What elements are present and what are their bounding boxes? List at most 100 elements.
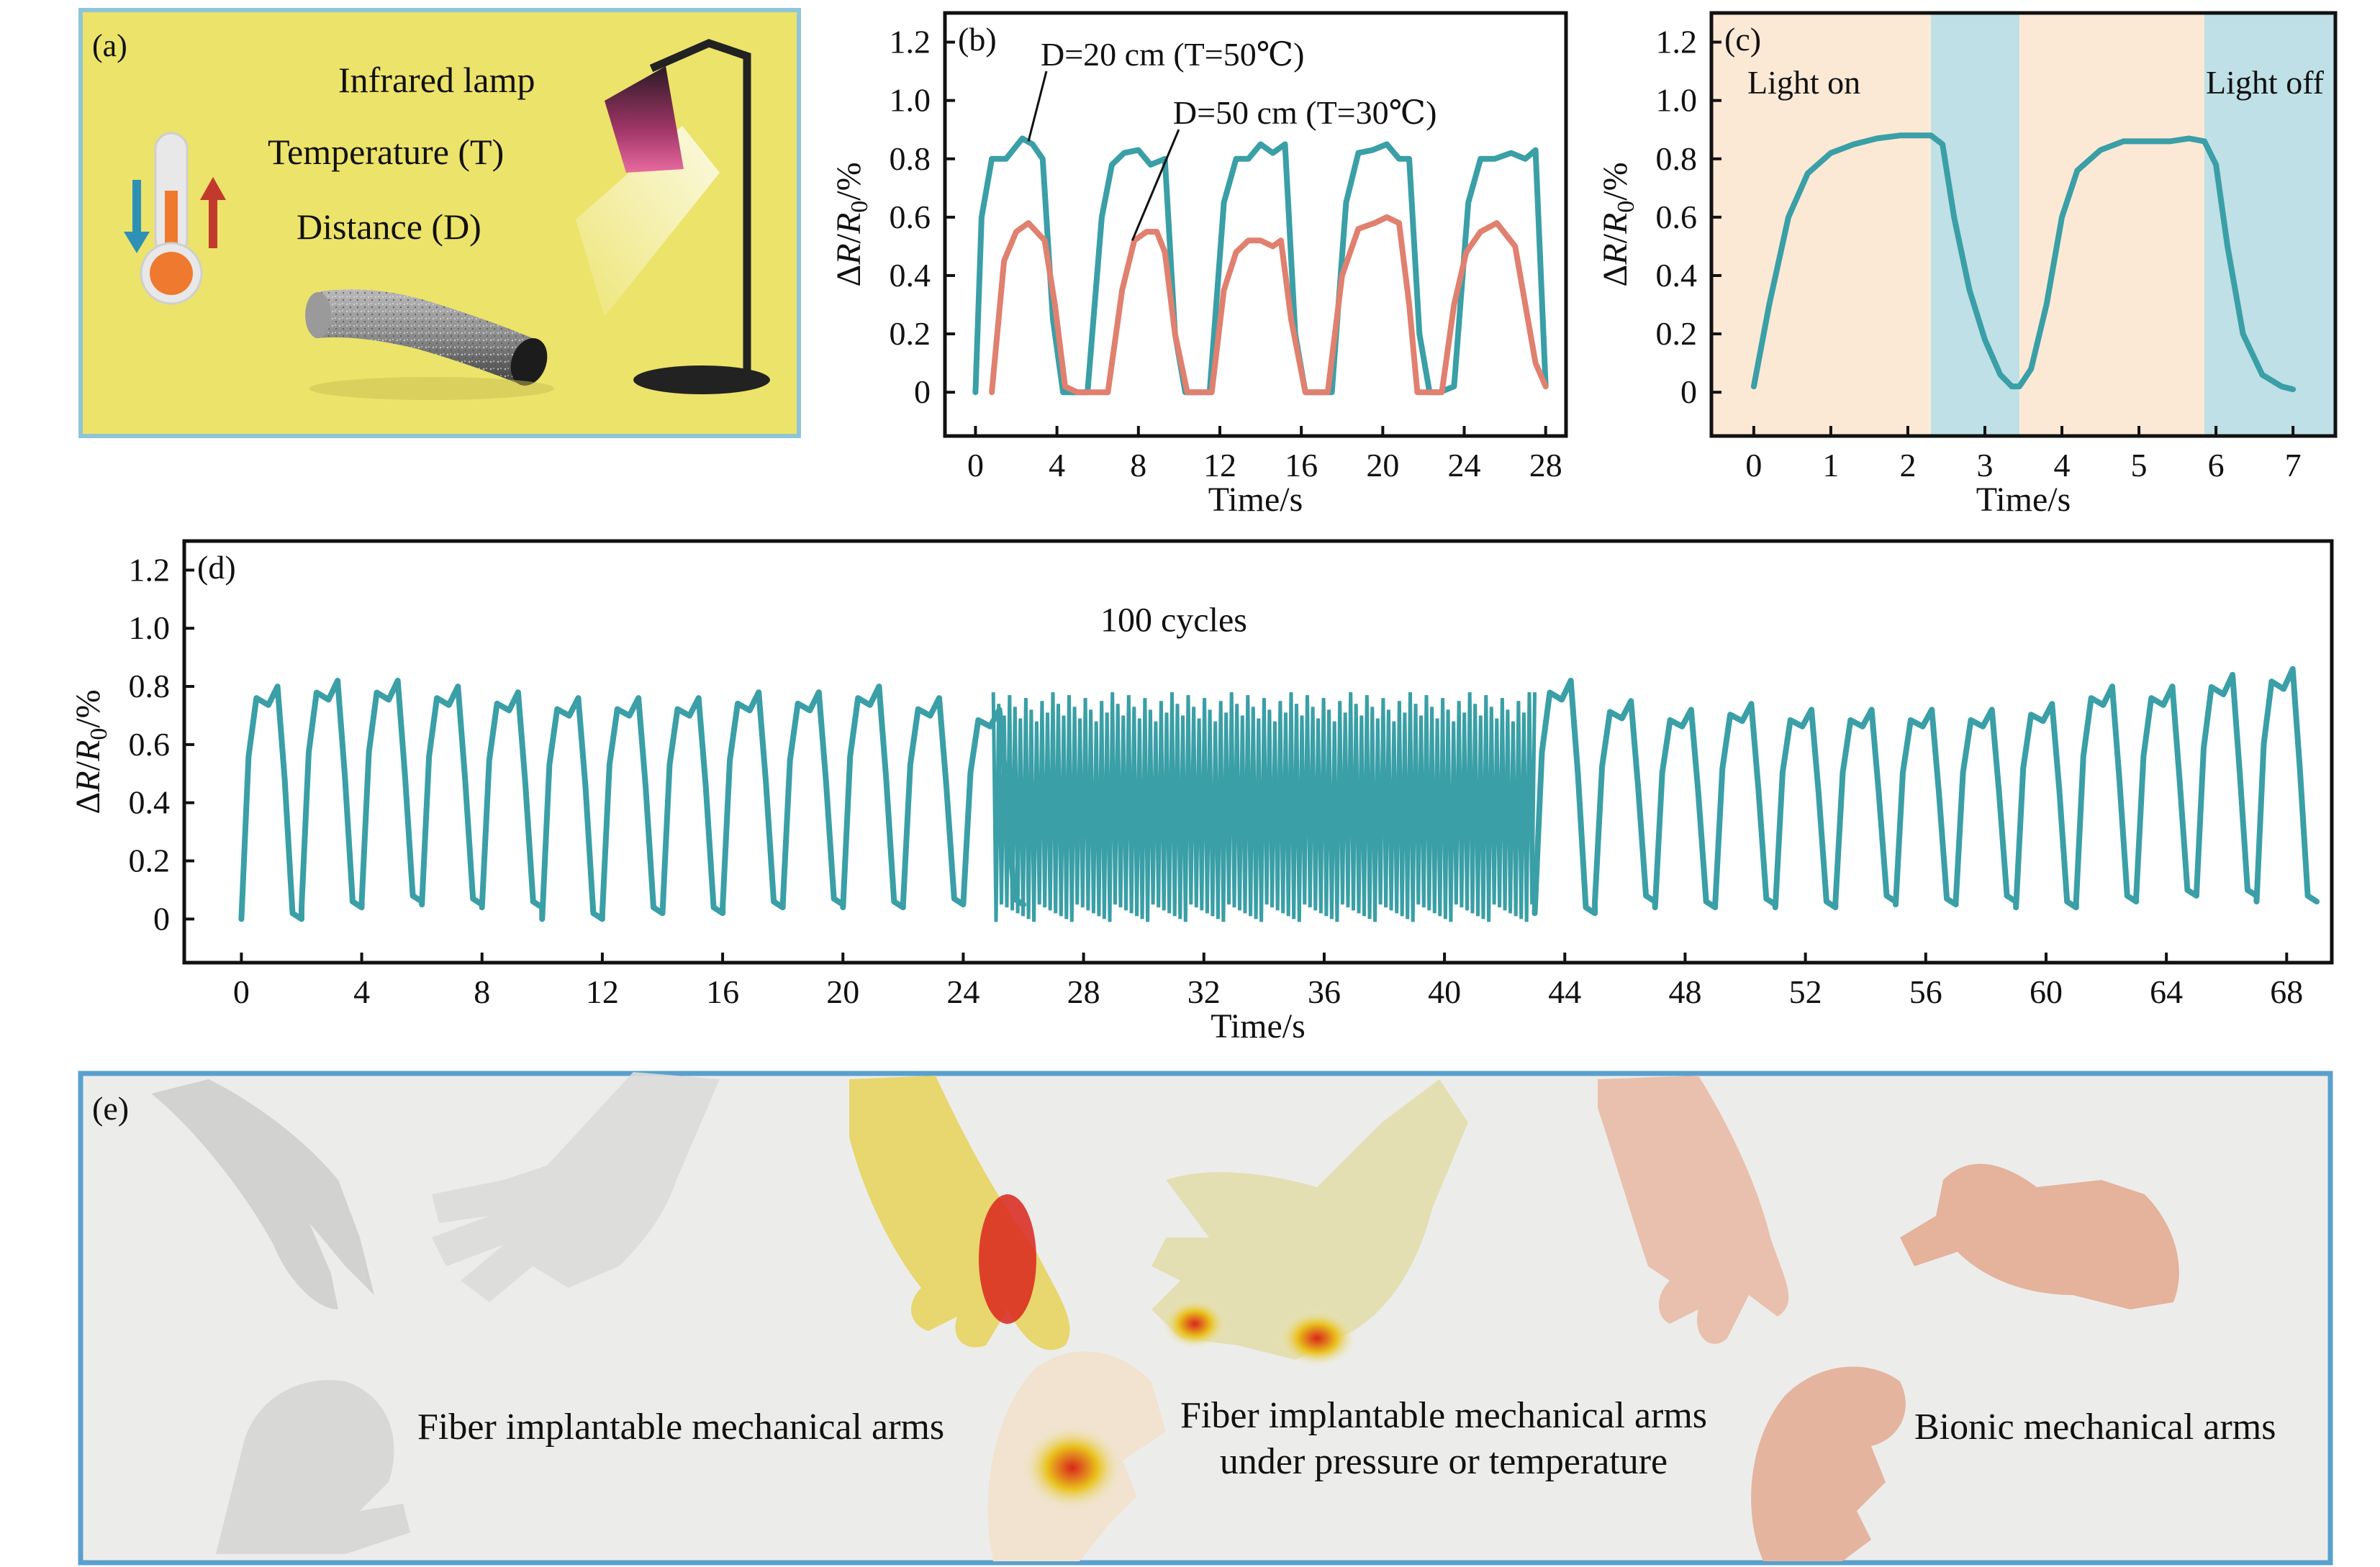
x-tick-label: 8 — [1130, 447, 1146, 483]
x-tick-label: 6 — [2208, 447, 2225, 483]
x-tick-label: 12 — [1203, 447, 1236, 483]
x-tick-label: 48 — [1668, 973, 1701, 1010]
series-line-teal — [1750, 132, 2297, 393]
x-tick-label: 64 — [2150, 973, 2183, 1010]
mechanical-hands-left-illustration — [151, 1072, 720, 1554]
x-tick-label: 0 — [1745, 447, 1762, 483]
y-tick-label: 0.2 — [890, 315, 931, 352]
x-tick-label: 52 — [1789, 973, 1822, 1010]
arrow-up-icon — [200, 177, 226, 248]
y-tick-label: 0.4 — [890, 257, 931, 294]
x-tick-label: 7 — [2285, 447, 2302, 483]
panel-e: (e) Fiber implantable mechanical arms Fi… — [78, 1071, 2333, 1566]
x-tick-label: 56 — [1909, 973, 1942, 1010]
y-tick-label: 1.2 — [129, 551, 171, 588]
x-tick-label: 24 — [1448, 447, 1481, 483]
x-tick-label: 68 — [2270, 973, 2303, 1010]
series-line-slow-cycles-1 — [238, 678, 1026, 922]
x-axis-label: Time/s — [1211, 1007, 1306, 1045]
y-tick-label: 1.2 — [1656, 24, 1698, 60]
light-on-label: Light on — [1747, 64, 1860, 101]
y-tick-label: 0.6 — [890, 199, 931, 235]
plot-frame — [1709, 11, 2338, 438]
light-on-region — [1711, 13, 1932, 436]
y-tick-label: 0.6 — [129, 726, 171, 763]
x-tick-label: 0 — [233, 973, 250, 1010]
panel-b: D=20 cm (T=50℃) D=50 cm (T=30℃) 0 0.2 0.4 0.6… — [830, 11, 1568, 519]
mechanical-hands-pressure-illustration — [849, 1076, 1468, 1561]
x-tick-label: 0 — [967, 447, 984, 483]
x-tick-label: 20 — [1366, 447, 1399, 483]
x-tick-label: 1 — [1822, 447, 1839, 483]
temperature-label: Temperature (T) — [268, 132, 504, 172]
x-tick-label: 32 — [1187, 973, 1221, 1010]
y-axis-label: ΔR/R0/% — [830, 162, 873, 286]
thermometer-icon — [140, 132, 203, 305]
panel-tag: (c) — [1724, 21, 1761, 58]
x-tick-label: 24 — [946, 973, 979, 1010]
x-tick-label: 40 — [1428, 973, 1461, 1010]
arrow-down-icon — [124, 180, 150, 253]
y-tick-label: 0.4 — [129, 784, 171, 821]
x-tick-label: 28 — [1529, 447, 1562, 483]
bionic-hands-illustration — [1598, 1076, 2179, 1561]
light-off-region — [1931, 13, 2020, 436]
x-tick-label: 3 — [1976, 447, 1993, 483]
panel-tag: (d) — [197, 549, 236, 586]
x-tick-label: 4 — [2054, 447, 2071, 483]
caption-pressure-line-2: under pressure or temperature — [1220, 1441, 1668, 1482]
x-tick-label: 4 — [353, 973, 370, 1010]
y-tick-label: 1.0 — [890, 82, 931, 119]
plot-frame — [182, 539, 2334, 965]
distance-label: Distance (D) — [297, 206, 481, 247]
panel-c: Light on Light off 0 0.2 0.4 0.6 0.8 1.0 1.2 0 1 2 3… — [1596, 11, 2338, 519]
x-tick-label: 4 — [1049, 447, 1065, 483]
caption-fiber-arms: Fiber implantable mechanical arms — [417, 1407, 944, 1448]
light-on-region — [2019, 13, 2205, 436]
y-tick-label: 0.6 — [1656, 199, 1698, 235]
x-tick-label: 5 — [2131, 447, 2148, 483]
caption-bionic-arms: Bionic mechanical arms — [1914, 1407, 2276, 1448]
series-line-red — [989, 214, 1549, 396]
x-tick-label: 20 — [826, 973, 859, 1010]
fiber-sample — [305, 289, 554, 400]
y-tick-label: 0.8 — [890, 140, 931, 177]
y-tick-label: 0.2 — [129, 842, 171, 879]
x-tick-label: 44 — [1548, 973, 1581, 1010]
y-tick-label: 0.2 — [1656, 315, 1698, 352]
x-axis-label: Time/s — [1208, 481, 1303, 519]
series-annotation: D=20 cm (T=50℃) — [1041, 36, 1305, 73]
x-tick-label: 2 — [1899, 447, 1916, 483]
x-tick-label: 36 — [1308, 973, 1341, 1010]
panel-e-tag: (e) — [92, 1090, 129, 1127]
x-tick-label: 16 — [706, 973, 739, 1010]
annotation-leader-line — [1131, 129, 1180, 241]
series-annotation: D=50 cm (T=30℃) — [1173, 94, 1437, 131]
x-tick-label: 28 — [1067, 973, 1100, 1010]
x-tick-label: 16 — [1285, 447, 1318, 483]
annotation-leader-line — [1027, 71, 1048, 142]
panel-tag: (b) — [958, 21, 997, 58]
chart-title: 100 cycles — [1100, 601, 1247, 639]
y-tick-label: 0 — [914, 373, 931, 410]
y-tick-label: 1.0 — [1656, 82, 1698, 119]
series-line-dense-block — [991, 692, 1537, 922]
x-tick-label: 8 — [474, 973, 490, 1010]
y-tick-label: 0 — [1680, 373, 1697, 410]
x-tick-label: 12 — [586, 973, 619, 1010]
x-tick-label: 60 — [2030, 973, 2063, 1010]
panel-a-tag: (a) — [92, 28, 127, 63]
y-axis-label: ΔR/R0/% — [69, 689, 112, 814]
lamp-label: Infrared lamp — [338, 60, 535, 100]
y-tick-label: 0.4 — [1656, 257, 1698, 294]
panel-a: (a) Infrared lamp Temperature (T) Distan… — [78, 8, 801, 438]
y-tick-label: 0 — [153, 900, 170, 937]
y-tick-label: 0.8 — [1656, 140, 1698, 177]
light-off-label: Light off — [2206, 64, 2325, 101]
y-tick-label: 0.8 — [129, 668, 171, 704]
caption-pressure-line-1: Fiber implantable mechanical arms — [1180, 1395, 1707, 1436]
y-tick-label: 1.2 — [890, 24, 931, 60]
light-beam — [576, 126, 720, 317]
y-tick-label: 1.0 — [129, 609, 171, 646]
